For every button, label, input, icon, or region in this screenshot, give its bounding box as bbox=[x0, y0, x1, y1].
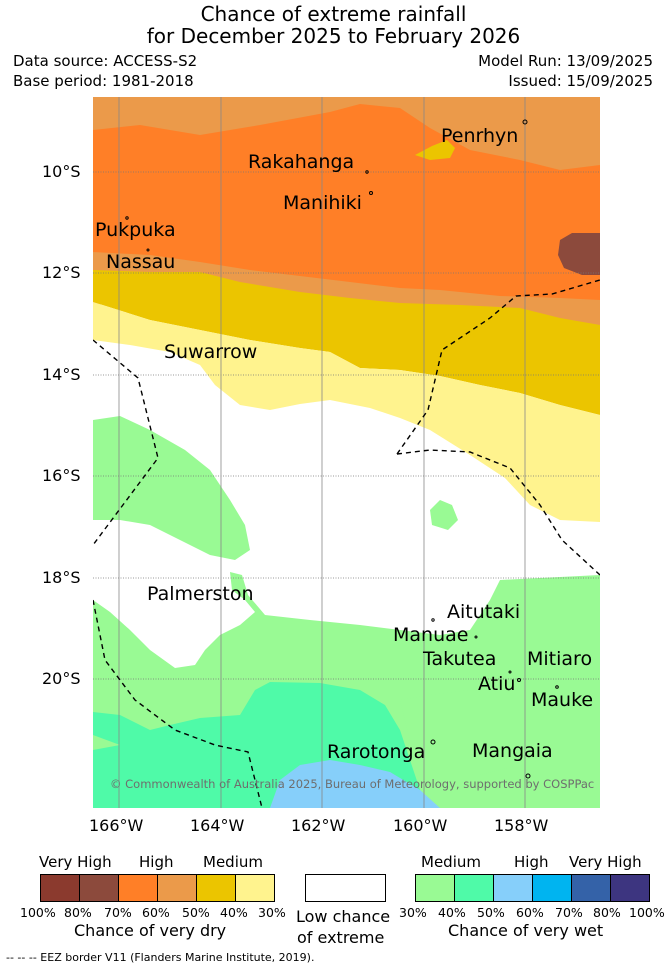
dry-80-100-region bbox=[558, 233, 600, 275]
lon-label: 160°W bbox=[393, 816, 448, 835]
wet-legend-caption: Chance of very wet bbox=[448, 921, 604, 940]
dry-tick: 80% bbox=[64, 905, 92, 920]
dry-40-50-region bbox=[93, 270, 600, 415]
wet-legend-medium: Medium bbox=[421, 853, 481, 871]
dry-legend-high: High bbox=[139, 853, 174, 871]
label-takutea: Takutea bbox=[423, 648, 497, 670]
issued-date: Issued: 15/09/2025 bbox=[508, 72, 653, 90]
label-aitutaki: Aitutaki bbox=[447, 601, 521, 623]
dry-swatch-3 bbox=[157, 874, 197, 902]
lat-label: 16°S bbox=[42, 466, 81, 485]
lat-label: 12°S bbox=[42, 263, 81, 282]
lon-label: 164°W bbox=[190, 816, 245, 835]
data-source: Data source: ACCESS-S2 bbox=[13, 52, 198, 70]
label-manuae: Manuae bbox=[393, 624, 469, 646]
lat-label: 14°S bbox=[42, 365, 81, 384]
label-manihiki: Manihiki bbox=[283, 192, 362, 214]
dry-swatch-2 bbox=[118, 874, 158, 902]
dry-swatch-1 bbox=[79, 874, 119, 902]
meridians bbox=[118, 97, 526, 808]
low-chance-region bbox=[400, 690, 530, 775]
wet-tick: 40% bbox=[438, 905, 466, 920]
label-penrhyn: Penrhyn bbox=[441, 125, 519, 147]
neutral-caption-line1: Low chance bbox=[296, 907, 391, 926]
label-mitiaro: Mitiaro bbox=[527, 648, 593, 670]
neutral-caption-line2: of extreme bbox=[297, 928, 385, 947]
dry-tick: 60% bbox=[142, 905, 170, 920]
wet-swatch-2 bbox=[493, 874, 533, 902]
eez-border bbox=[93, 279, 600, 808]
dry-30-40-region bbox=[93, 302, 600, 522]
model-run: Model Run: 13/09/2025 bbox=[478, 52, 653, 70]
lat-label: 20°S bbox=[42, 669, 81, 688]
label-atiu: Atiu bbox=[478, 673, 516, 695]
label-rarotonga: Rarotonga bbox=[327, 741, 426, 763]
dry-tick: 50% bbox=[182, 905, 210, 920]
wet-tick: 100% bbox=[629, 905, 665, 920]
label-nassau: Nassau bbox=[106, 251, 176, 273]
lon-label: 162°W bbox=[291, 816, 346, 835]
dry-legend-very-high: Very High bbox=[39, 853, 112, 871]
wet-legend-very-high: Very High bbox=[569, 853, 642, 871]
copyright-notice: © Commonwealth of Australia 2025, Bureau… bbox=[110, 777, 595, 791]
wet-tick: 50% bbox=[477, 905, 505, 920]
neutral-swatch bbox=[305, 874, 386, 902]
label-rakahanga: Rakahanga bbox=[248, 151, 355, 173]
dry-swatch-4 bbox=[196, 874, 236, 902]
eez-footnote: -- -- -- EEZ border V11 (Flanders Marine… bbox=[6, 951, 315, 964]
dry-tick: 30% bbox=[258, 905, 286, 920]
lat-label: 18°S bbox=[42, 568, 81, 587]
map-title-line2: for December 2025 to February 2026 bbox=[146, 24, 521, 48]
lon-label: 158°W bbox=[494, 816, 549, 835]
label-suwarrow: Suwarrow bbox=[164, 341, 258, 363]
wet-tick: 60% bbox=[516, 905, 544, 920]
dry-tick: 40% bbox=[220, 905, 248, 920]
wet-swatch-4 bbox=[571, 874, 611, 902]
wet-swatch-3 bbox=[532, 874, 572, 902]
dry-tick: 100% bbox=[20, 905, 56, 920]
wet-swatch-1 bbox=[454, 874, 494, 902]
dry-60-70-region bbox=[93, 104, 600, 300]
wet-tick: 30% bbox=[399, 905, 427, 920]
gridlines bbox=[93, 171, 600, 680]
wet-legend-high: High bbox=[514, 853, 549, 871]
lon-label: 166°W bbox=[89, 816, 144, 835]
dry-legend-caption: Chance of very dry bbox=[74, 921, 227, 940]
wet-tick: 70% bbox=[555, 905, 583, 920]
dry-40-50-region bbox=[415, 140, 455, 160]
base-period: Base period: 1981-2018 bbox=[13, 72, 194, 90]
label-mauke: Mauke bbox=[531, 689, 594, 711]
dry-swatch-5 bbox=[235, 874, 275, 902]
wet-swatch-5 bbox=[610, 874, 650, 902]
lat-label: 10°S bbox=[42, 162, 81, 181]
map-title-line1: Chance of extreme rainfall bbox=[200, 2, 467, 26]
island-markers bbox=[125, 119, 559, 779]
wet-tick: 80% bbox=[593, 905, 621, 920]
map-shading bbox=[93, 97, 600, 808]
wet-50-60-region bbox=[270, 760, 440, 808]
label-pukapuka: Pukpuka bbox=[95, 219, 176, 241]
dry-legend-medium: Medium bbox=[203, 853, 263, 871]
wet-30-40-region bbox=[93, 416, 250, 560]
wet-30-40-region bbox=[430, 500, 458, 530]
label-mangaia: Mangaia bbox=[472, 740, 553, 762]
label-palmerston: Palmerston bbox=[147, 583, 254, 605]
wet-swatch-0 bbox=[415, 874, 455, 902]
dry-swatch-0 bbox=[40, 874, 80, 902]
dry-tick: 70% bbox=[104, 905, 132, 920]
